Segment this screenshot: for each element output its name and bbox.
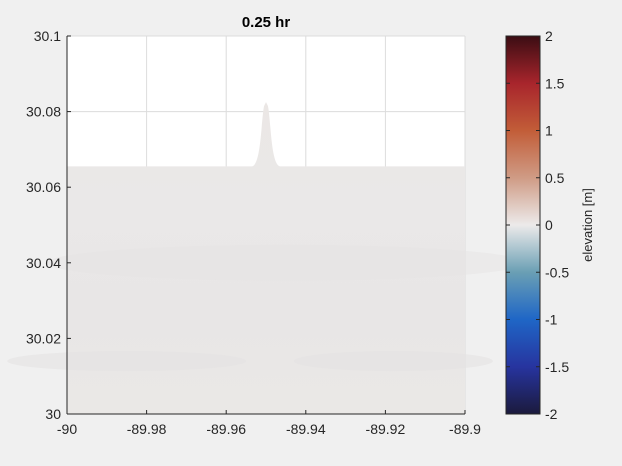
y-tick-label: 30.08 (26, 104, 61, 120)
x-tick-label: -89.94 (286, 421, 326, 437)
x-tick-label: -89.92 (366, 421, 406, 437)
colorbar: -2 -1.5 -1 -0.5 0 0.5 1 1.5 2 elevation [m] (505, 28, 595, 422)
colorbar-tick-label: -1 (545, 312, 558, 328)
y-tick-label: 30 (45, 406, 61, 422)
colorbar-tick-label: 1.5 (545, 75, 565, 91)
colorbar-tick-label: 2 (545, 28, 553, 44)
field-shading (7, 351, 247, 372)
y-tick-label: 30.04 (26, 255, 61, 271)
y-tick-label: 30.02 (26, 330, 61, 346)
colorbar-tick-label: -2 (545, 406, 558, 422)
x-tick-label: -89.98 (127, 421, 167, 437)
field-shading (47, 244, 525, 281)
colorbar-gradient (505, 35, 541, 415)
colorbar-tick-label: 1 (545, 123, 553, 139)
colorbar-label: elevation [m] (580, 188, 595, 262)
colorbar-tick-label: 0.5 (545, 170, 565, 186)
axes: -90 -89.98 -89.96 -89.94 -89.92 -89.9 30 30.02 3… (7, 14, 525, 437)
y-tick-label: 30.06 (26, 179, 61, 195)
field-shading (293, 351, 493, 372)
x-tick-label: -90 (57, 421, 77, 437)
x-tick-label: -89.96 (206, 421, 246, 437)
x-tick-label: -89.9 (449, 421, 481, 437)
y-tick-label: 30.1 (34, 28, 61, 44)
colorbar-tick-label: -1.5 (545, 359, 569, 375)
colorbar-tick-label: 0 (545, 217, 553, 233)
colorbar-tick-label: -0.5 (545, 264, 569, 280)
chart-title: 0.25 hr (242, 14, 291, 31)
